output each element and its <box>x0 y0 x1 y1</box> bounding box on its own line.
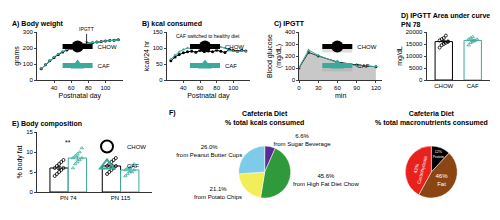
svg-text:CAF: CAF <box>357 63 369 69</box>
svg-text:C) IPGTT: C) IPGTT <box>274 20 305 28</box>
svg-text:Cafeteria Diet% total kcals co: Cafeteria Diet% total kcals consumed <box>225 110 304 126</box>
svg-text:60: 60 <box>197 85 204 91</box>
svg-text:**: ** <box>65 139 71 146</box>
svg-text:100: 100 <box>23 61 34 67</box>
svg-text:26.0%from Peanut Butter Cups: 26.0%from Peanut Butter Cups <box>176 144 242 158</box>
svg-text:300: 300 <box>285 41 296 47</box>
svg-text:min: min <box>335 92 346 99</box>
svg-text:mg/dL: mg/dL <box>396 46 404 66</box>
svg-text:0: 0 <box>30 77 34 83</box>
svg-text:B) kcal consumed: B) kcal consumed <box>142 20 202 28</box>
svg-text:100: 100 <box>228 85 239 91</box>
svg-text:CHOW: CHOW <box>98 44 117 50</box>
svg-text:80: 80 <box>85 85 92 91</box>
svg-text:40: 40 <box>180 85 187 91</box>
svg-text:CAF: CAF <box>127 163 139 169</box>
svg-text:Postnatal day: Postnatal day <box>59 92 102 100</box>
svg-text:kcal/24 hr: kcal/24 hr <box>143 40 150 71</box>
svg-text:12%Protein: 12%Protein <box>433 150 444 159</box>
svg-text:300: 300 <box>23 29 34 35</box>
svg-text:CAF: CAF <box>98 63 110 69</box>
svg-text:10: 10 <box>26 149 33 155</box>
svg-text:5000: 5000 <box>409 65 423 71</box>
svg-text:0: 0 <box>419 77 423 83</box>
svg-text:100: 100 <box>153 45 164 51</box>
svg-text:120: 120 <box>371 85 382 91</box>
svg-text:IPGTT: IPGTT <box>79 26 94 32</box>
svg-text:PN 74: PN 74 <box>60 195 77 201</box>
svg-text:80: 80 <box>213 85 220 91</box>
svg-text:60: 60 <box>68 85 75 91</box>
svg-text:50: 50 <box>156 61 163 67</box>
svg-text:0: 0 <box>292 77 296 83</box>
svg-text:30: 30 <box>315 85 322 91</box>
svg-text:CHOW: CHOW <box>225 44 244 50</box>
svg-text:grams: grams <box>13 46 21 66</box>
svg-text:42%Carbohydrate: 42%Carbohydrate <box>410 154 428 185</box>
svg-text:400: 400 <box>285 29 296 35</box>
svg-text:45.6%from High Fat Diet Chow: 45.6%from High Fat Diet Chow <box>293 173 359 187</box>
svg-text:90: 90 <box>353 85 360 91</box>
svg-text:15000: 15000 <box>406 41 423 47</box>
svg-text:A) Body weight: A) Body weight <box>12 20 64 28</box>
svg-text:5: 5 <box>30 169 34 175</box>
svg-text:60: 60 <box>334 85 341 91</box>
svg-text:0: 0 <box>159 77 163 83</box>
svg-text:100: 100 <box>285 65 296 71</box>
svg-text:6.6%from Sugar Beverage: 6.6%from Sugar Beverage <box>274 133 332 147</box>
svg-text:100: 100 <box>100 85 111 91</box>
svg-text:CHOW: CHOW <box>434 83 453 89</box>
svg-text:F): F) <box>169 109 176 117</box>
svg-text:20000: 20000 <box>406 29 423 35</box>
svg-text:200: 200 <box>23 45 34 51</box>
svg-text:Blood glucose(mg/dL): Blood glucose(mg/dL) <box>266 34 283 78</box>
svg-text:CHOW: CHOW <box>127 144 146 150</box>
svg-text:200: 200 <box>285 53 296 59</box>
svg-text:CAF: CAF <box>467 83 479 89</box>
svg-text:Cafeteria Diet% total macronut: Cafeteria Diet% total macronutrients con… <box>375 110 488 126</box>
svg-text:CHOW: CHOW <box>357 44 376 50</box>
svg-text:21.1%from Potato Chips: 21.1%from Potato Chips <box>194 186 242 200</box>
svg-text:46%Fat: 46%Fat <box>436 173 449 187</box>
svg-text:E) Body composition: E) Body composition <box>12 120 82 128</box>
svg-text:CAF: CAF <box>225 63 237 69</box>
svg-text:15: 15 <box>26 129 33 135</box>
svg-text:40: 40 <box>51 85 58 91</box>
svg-text:10000: 10000 <box>406 53 423 59</box>
svg-text:PN 115: PN 115 <box>111 195 131 201</box>
svg-text:D) IPGTT Area under curvePN 78: D) IPGTT Area under curvePN 78 <box>401 12 490 28</box>
svg-text:Postnatal day: Postnatal day <box>187 92 230 100</box>
svg-text:% body fat: % body fat <box>16 145 24 178</box>
svg-text:150: 150 <box>153 29 164 35</box>
svg-text:CAF switched to healthy diet: CAF switched to healthy diet <box>176 33 240 39</box>
svg-text:0: 0 <box>297 85 301 91</box>
svg-text:0: 0 <box>30 189 34 195</box>
